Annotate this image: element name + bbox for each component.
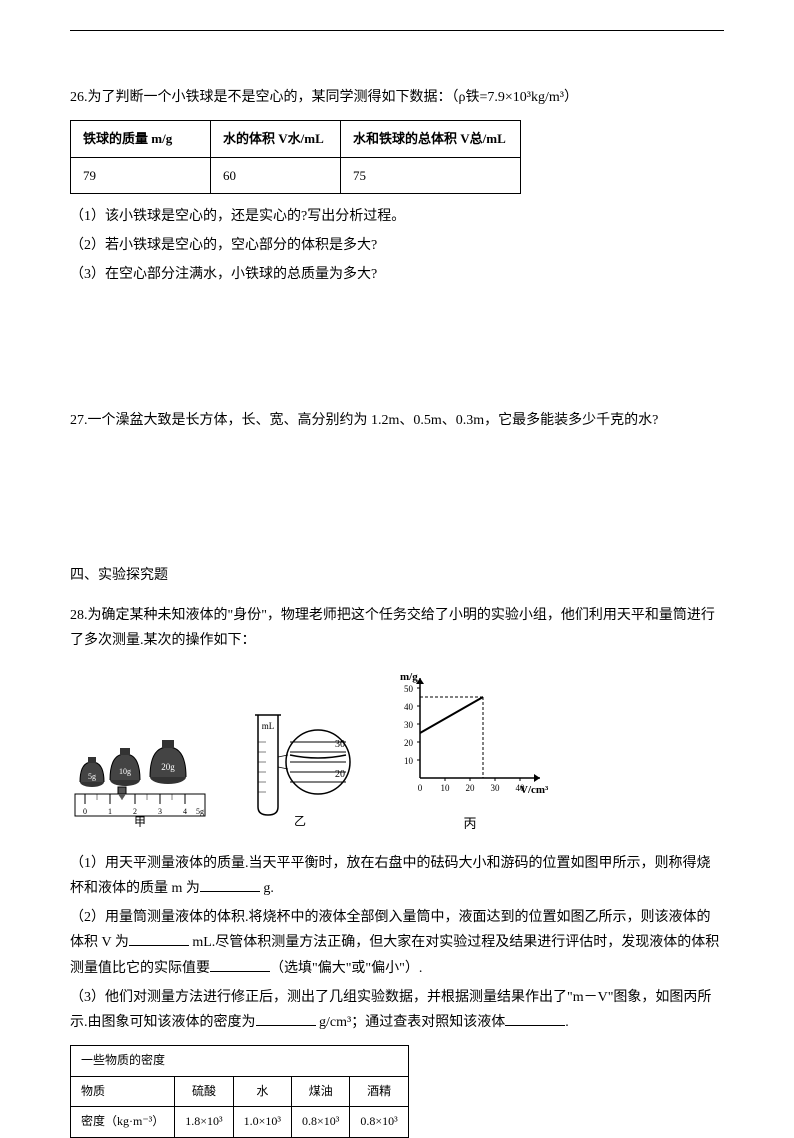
q28-sub1: （1）用天平测量液体的质量.当天平平衡时，放在右盘中的砝码大小和游码的位置如图甲…	[70, 851, 724, 901]
svg-text:30: 30	[335, 739, 345, 750]
svg-text:20g: 20g	[161, 762, 175, 772]
svg-text:1: 1	[108, 807, 112, 816]
density-title: 一些物质的密度	[71, 1046, 409, 1077]
svg-text:3: 3	[158, 807, 162, 816]
question-27: 27.一个澡盆大致是长方体，长、宽、高分别约为 1.2m、0.5m、0.3m，它…	[70, 408, 724, 433]
svg-text:0: 0	[83, 807, 87, 816]
svg-text:20: 20	[335, 769, 345, 780]
svg-text:20: 20	[466, 783, 476, 793]
table-cell: 79	[71, 157, 211, 193]
q27-text: 27.一个澡盆大致是长方体，长、宽、高分别约为 1.2m、0.5m、0.3m，它…	[70, 408, 724, 433]
table-cell: 75	[341, 157, 521, 193]
mv-chart-icon: m/g V/cm³ 10 20 30 40 50 10	[390, 668, 550, 798]
cylinder-icon: mL 30 20	[240, 707, 360, 827]
blank-input[interactable]	[256, 1010, 316, 1026]
table-cell: 密度（kg·m⁻³）	[71, 1107, 175, 1138]
figure-label-yi: 乙	[294, 814, 306, 827]
table-cell: 1.0×10³	[233, 1107, 291, 1138]
q28-intro: 28.为确定某种未知液体的"身份"，物理老师把这个任务交给了小明的实验小组，他们…	[70, 603, 724, 653]
header-line	[70, 30, 724, 31]
figure-bing: m/g V/cm³ 10 20 30 40 50 10	[390, 668, 550, 836]
figure-jia: 5g 10g 20g	[70, 732, 210, 836]
svg-text:mL: mL	[262, 721, 275, 731]
q28-sub2: （2）用量筒测量液体的体积.将烧杯中的液体全部倒入量筒中，液面达到的位置如图乙所…	[70, 905, 724, 981]
svg-text:10: 10	[404, 756, 414, 766]
svg-text:4: 4	[183, 807, 187, 816]
q28-figures: 5g 10g 20g	[70, 668, 724, 836]
question-28: 28.为确定某种未知液体的"身份"，物理老师把这个任务交给了小明的实验小组，他们…	[70, 603, 724, 1138]
figure-yi: mL 30 20	[240, 707, 360, 836]
q26-sub2: （2）若小铁球是空心的，空心部分的体积是多大?	[70, 233, 724, 258]
svg-text:10g: 10g	[119, 767, 131, 776]
svg-text:40: 40	[516, 783, 526, 793]
table-header: 水和铁球的总体积 V总/mL	[341, 121, 521, 157]
q26-sub3: （3）在空心部分注满水，小铁球的总质量为多大?	[70, 262, 724, 287]
q26-sub1: （1）该小铁球是空心的，还是实心的?写出分析过程。	[70, 204, 724, 229]
table-cell: 煤油	[292, 1076, 350, 1107]
weights-ruler-icon: 5g 10g 20g	[70, 732, 210, 827]
table-header: 水的体积 V水/mL	[211, 121, 341, 157]
table-cell: 1.8×10³	[175, 1107, 233, 1138]
svg-text:0: 0	[418, 783, 423, 793]
section-4-title: 四、实验探究题	[70, 563, 724, 588]
question-26: 26.为了判断一个小铁球是不是空心的，某同学测得如下数据：（ρ铁=7.9×10³…	[70, 85, 724, 288]
svg-text:30: 30	[404, 720, 414, 730]
table-cell: 60	[211, 157, 341, 193]
spacer	[70, 453, 724, 533]
svg-text:10: 10	[441, 783, 451, 793]
page-content: 26.为了判断一个小铁球是不是空心的，某同学测得如下数据：（ρ铁=7.9×10³…	[70, 85, 724, 1138]
table-header: 铁球的质量 m/g	[71, 121, 211, 157]
figure-label-jia: 甲	[134, 815, 146, 827]
svg-text:30: 30	[491, 783, 501, 793]
blank-input[interactable]	[210, 956, 270, 972]
figure-label-bing: 丙	[390, 812, 550, 835]
q28-sub3: （3）他们对测量方法进行修正后，测出了几组实验数据，并根据测量结果作出了"m－V…	[70, 985, 724, 1035]
svg-text:40: 40	[404, 702, 414, 712]
svg-text:5g: 5g	[196, 807, 204, 816]
q26-table: 铁球的质量 m/g 水的体积 V水/mL 水和铁球的总体积 V总/mL 79 6…	[70, 120, 521, 194]
spacer	[70, 308, 724, 408]
table-cell: 水	[233, 1076, 291, 1107]
table-cell: 物质	[71, 1076, 175, 1107]
svg-text:50: 50	[404, 684, 414, 694]
blank-input[interactable]	[200, 876, 260, 892]
blank-input[interactable]	[129, 930, 189, 946]
table-cell: 0.8×10³	[350, 1107, 408, 1138]
q26-text: 26.为了判断一个小铁球是不是空心的，某同学测得如下数据：（ρ铁=7.9×10³…	[70, 85, 724, 110]
table-cell: 硫酸	[175, 1076, 233, 1107]
svg-text:20: 20	[404, 738, 414, 748]
density-table: 一些物质的密度 物质 硫酸 水 煤油 酒精 密度（kg·m⁻³） 1.8×10³…	[70, 1045, 409, 1138]
svg-text:5g: 5g	[88, 772, 96, 781]
blank-input[interactable]	[505, 1010, 565, 1026]
table-cell: 0.8×10³	[292, 1107, 350, 1138]
svg-text:m/g: m/g	[400, 671, 418, 683]
table-cell: 酒精	[350, 1076, 408, 1107]
